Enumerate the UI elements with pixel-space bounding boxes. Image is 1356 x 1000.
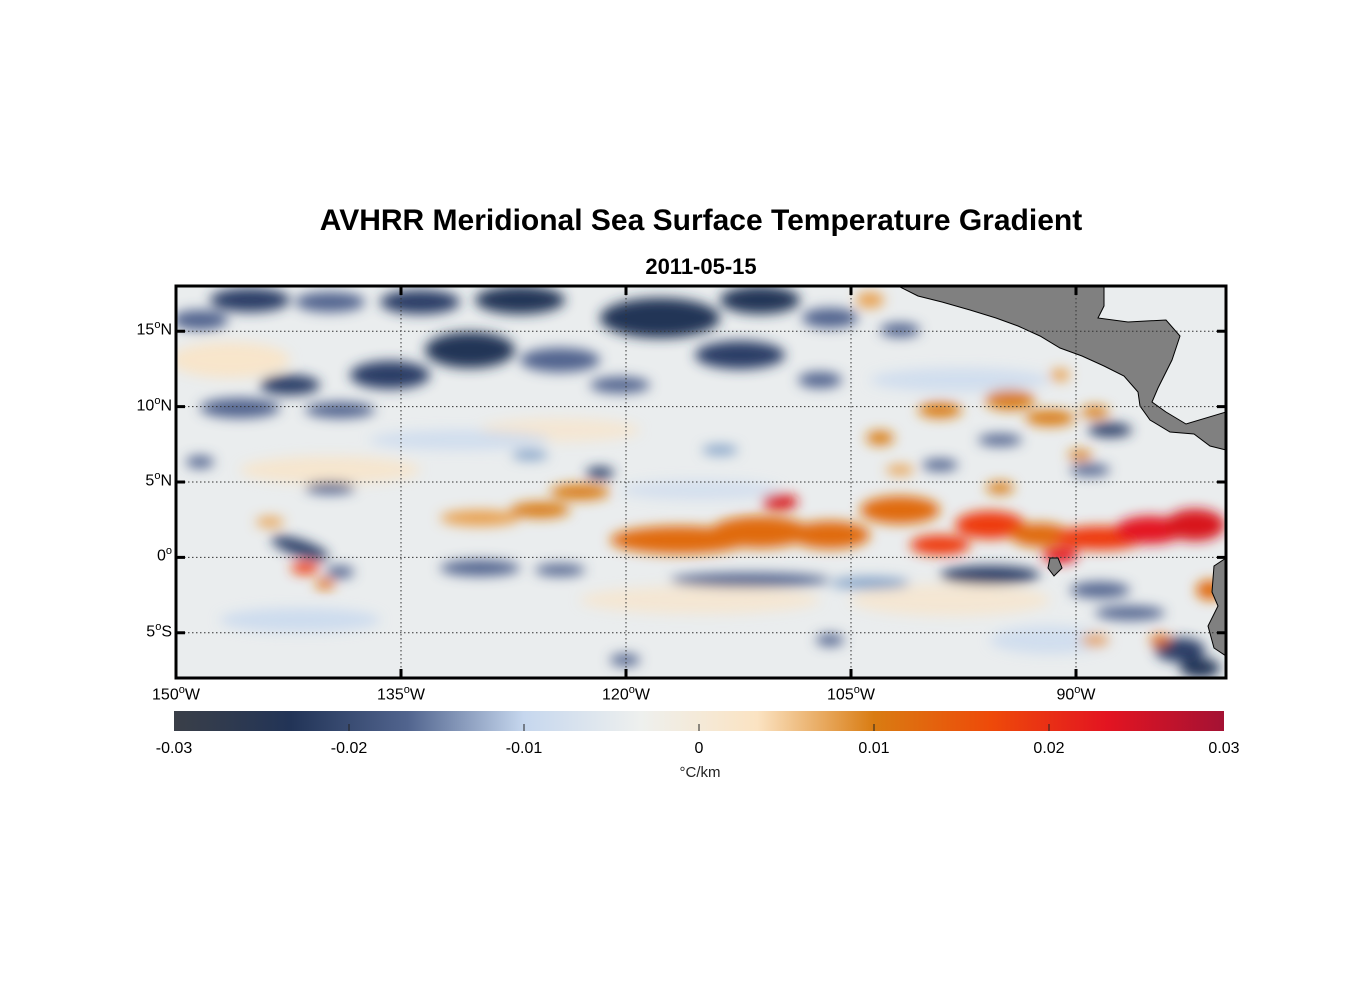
- colorbar-tick-label: 0.03: [1208, 740, 1240, 757]
- gridlines: [176, 286, 1226, 678]
- colorbar-tick-label: -0.01: [505, 740, 543, 757]
- lon-tick-label: 120oW: [602, 684, 650, 704]
- colorbar-tick-label: -0.02: [330, 740, 368, 757]
- lat-tick-label: 0o: [156, 545, 172, 565]
- colorbar: [174, 711, 1224, 731]
- lat-tick-label: 5oS: [146, 620, 172, 641]
- map-field: [176, 286, 1226, 678]
- frame-ticks: [174, 286, 1226, 678]
- colorbar-tick-label: 0.02: [1033, 740, 1065, 757]
- lon-tick-label: 150oW: [152, 684, 200, 704]
- lat-tick-label: 15oN: [136, 319, 172, 339]
- lat-tick-label: 5oN: [145, 470, 172, 490]
- chart-title: AVHRR Meridional Sea Surface Temperature…: [319, 204, 1083, 237]
- colorbar-ticks: [348, 724, 1050, 731]
- lon-tick-label: 135oW: [377, 684, 425, 704]
- colorbar-tick-label: -0.03: [155, 740, 193, 757]
- land-central-america: [897, 286, 1226, 451]
- lon-tick-label: 105oW: [827, 684, 875, 704]
- land-galapagos: [1047, 557, 1063, 577]
- gradient-field-blobs: [176, 286, 1225, 678]
- colorbar-tick-label: 0: [694, 740, 704, 757]
- colorbar-tick-label: 0.01: [858, 740, 890, 757]
- lon-tick-label: 90oW: [1056, 684, 1096, 704]
- chart-subtitle: 2011-05-15: [645, 254, 757, 279]
- lat-tick-label: 10oN: [136, 394, 172, 414]
- colorbar-units: °C/km: [679, 764, 721, 781]
